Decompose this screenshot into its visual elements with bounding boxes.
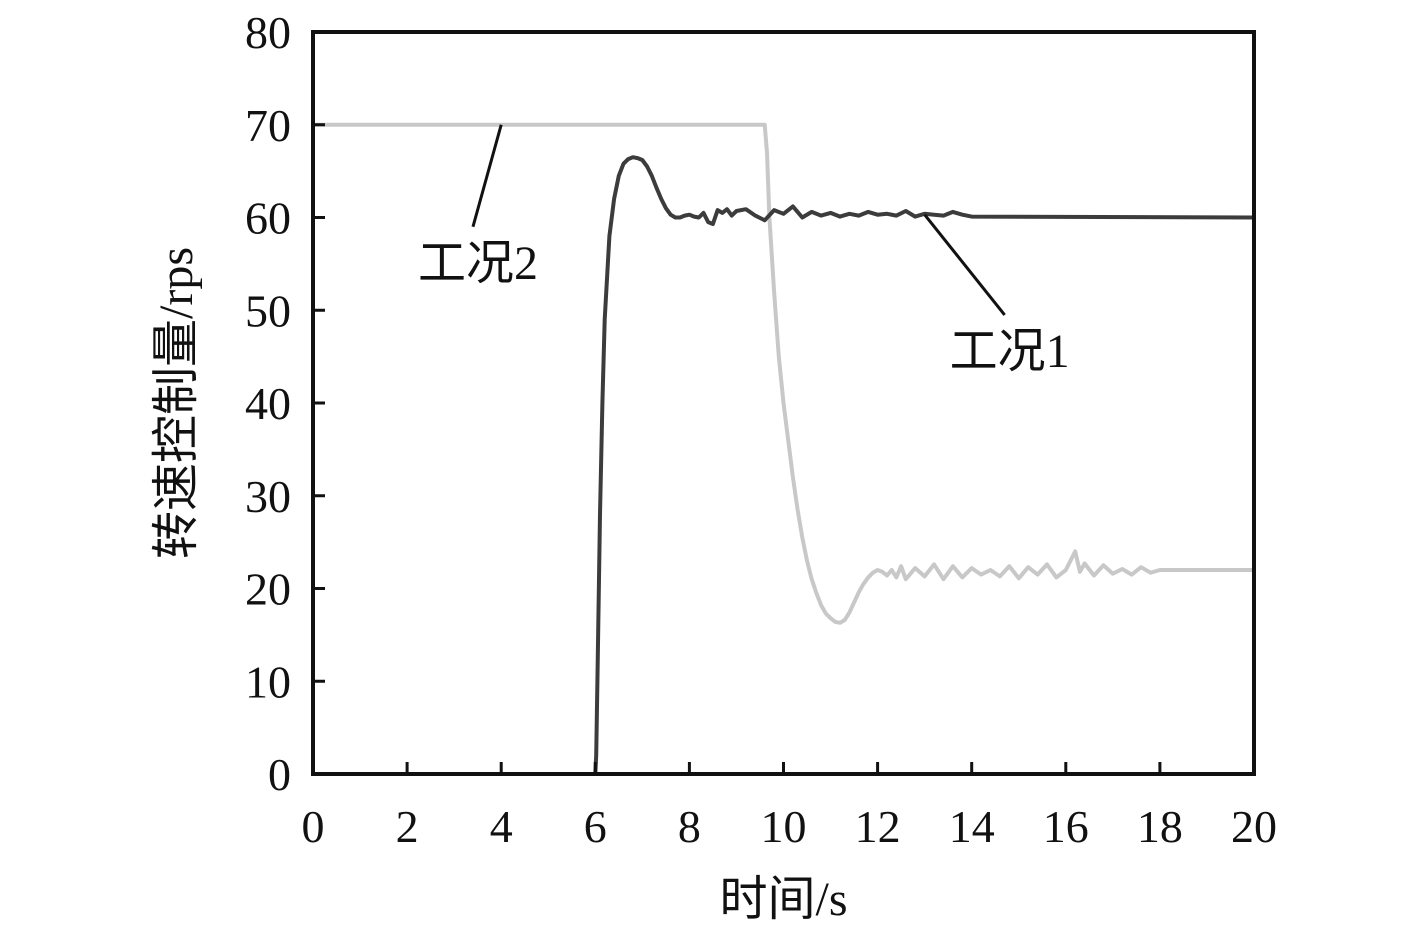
- y-tick-label: 70: [245, 100, 291, 151]
- annotation-label: 工况2: [418, 237, 538, 290]
- x-tick-label: 16: [1043, 801, 1089, 852]
- series-layer: [311, 122, 1256, 776]
- y-tick-label: 40: [245, 378, 291, 429]
- y-tick-label: 60: [245, 193, 291, 244]
- y-tick-label: 10: [245, 656, 291, 707]
- y-axis-label: 转速控制量/rps: [150, 247, 203, 559]
- x-tick-label: 18: [1137, 801, 1183, 852]
- series-line-1: [311, 155, 1256, 776]
- y-tick-label: 20: [245, 564, 291, 615]
- x-tick-label: 2: [396, 801, 419, 852]
- x-tick-label: 14: [949, 801, 995, 852]
- x-tick-label: 8: [678, 801, 701, 852]
- y-tick-label: 0: [268, 749, 291, 800]
- annotation-leader-line: [923, 213, 1006, 316]
- tick-layer: 0 2 4 6 8 10 12 14 16 18 20 0 10 20 30 40 50 60 70 80: [245, 7, 1277, 852]
- x-tick-label: 0: [302, 801, 325, 852]
- series-line-2: [311, 122, 1256, 625]
- y-tick-label: 30: [245, 471, 291, 522]
- x-tick-label: 10: [761, 801, 807, 852]
- annotation-layer: 工况1 工况2: [418, 124, 1070, 378]
- y-tick-label: 80: [245, 7, 291, 58]
- x-tick-label: 4: [490, 801, 513, 852]
- x-tick-label: 6: [584, 801, 607, 852]
- x-tick-label: 12: [855, 801, 901, 852]
- y-tick-label: 50: [245, 285, 291, 336]
- x-axis-label: 时间/s: [719, 873, 847, 926]
- annotation-label: 工况1: [950, 325, 1070, 378]
- x-tick-label: 20: [1231, 801, 1277, 852]
- annotation-leader-line: [471, 124, 503, 228]
